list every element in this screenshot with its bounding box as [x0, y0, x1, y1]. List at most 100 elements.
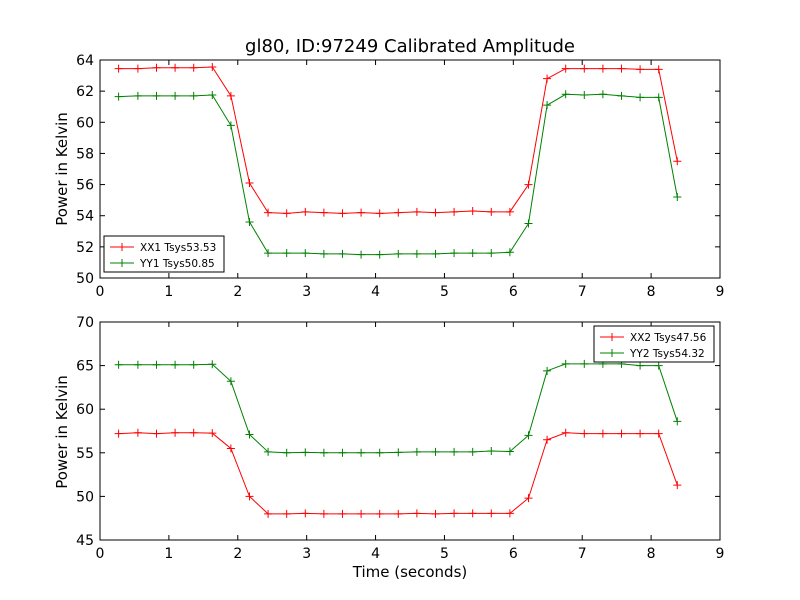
top-data-point — [394, 249, 403, 258]
top-data-point — [282, 249, 291, 258]
top-data-point — [189, 63, 198, 72]
top-x-tick-label: 6 — [509, 284, 518, 300]
top-data-point — [673, 157, 682, 166]
top-y-tick-label: 60 — [76, 115, 94, 131]
top-data-point — [636, 65, 645, 74]
top-data-point — [189, 91, 198, 100]
bottom-data-point — [561, 359, 570, 368]
top-data-point — [468, 207, 477, 216]
top-y-tick-label: 64 — [76, 53, 94, 69]
top-series-line-1 — [118, 66, 678, 214]
bottom-series-line-1 — [118, 432, 678, 515]
bottom-data-point — [245, 492, 254, 501]
bottom-data-point — [245, 430, 254, 439]
bottom-legend-label: YY2 Tsys54.32 — [629, 348, 705, 360]
top-x-tick-label: 9 — [716, 284, 725, 300]
bottom-data-point — [412, 447, 421, 456]
top-data-point — [338, 249, 347, 258]
top-y-axis-label: Power in Kelvin — [53, 112, 71, 226]
bottom-data-point — [189, 428, 198, 437]
top-data-point — [208, 91, 217, 100]
top-data-point — [598, 64, 607, 73]
bottom-data-point — [133, 428, 142, 437]
bottom-data-point — [189, 360, 198, 369]
bottom-x-tick-label: 4 — [371, 546, 380, 562]
bottom-data-point — [114, 429, 123, 438]
bottom-data-point — [133, 360, 142, 369]
top-data-point — [431, 249, 440, 258]
bottom-data-point — [431, 447, 440, 456]
top-y-tick-label: 54 — [76, 209, 94, 225]
top-data-point — [487, 207, 496, 216]
bottom-data-point — [450, 509, 459, 518]
top-data-point — [319, 208, 328, 217]
bottom-data-point — [357, 509, 366, 518]
top-data-point — [673, 193, 682, 202]
bottom-data-point — [152, 429, 161, 438]
top-data-point — [264, 249, 273, 258]
top-data-point — [412, 249, 421, 258]
top-data-point — [654, 65, 663, 74]
top-data-point — [357, 208, 366, 217]
top-y-tick-label: 58 — [76, 146, 94, 162]
top-data-point — [505, 207, 514, 216]
bottom-data-point — [617, 429, 626, 438]
top-legend-label: YY1 Tsys50.85 — [139, 258, 215, 270]
top-y-tick-label: 50 — [76, 271, 94, 287]
bottom-y-tick-label: 50 — [76, 489, 94, 505]
bottom-data-point — [338, 448, 347, 457]
top-data-point — [245, 179, 254, 188]
bottom-data-point — [282, 509, 291, 518]
top-data-point — [208, 63, 217, 72]
bottom-data-point — [431, 509, 440, 518]
top-data-point — [245, 217, 254, 226]
bottom-x-tick-label: 5 — [440, 546, 449, 562]
top-data-point — [226, 121, 235, 130]
top-data-point — [505, 248, 514, 257]
top-data-point — [450, 249, 459, 258]
top-data-point — [133, 91, 142, 100]
bottom-data-point — [673, 417, 682, 426]
bottom-data-point — [375, 509, 384, 518]
top-data-point — [431, 208, 440, 217]
top-data-point — [617, 91, 626, 100]
bottom-x-tick-label: 1 — [164, 546, 173, 562]
bottom-data-point — [208, 360, 217, 369]
top-data-point — [301, 249, 310, 258]
bottom-data-point — [264, 509, 273, 518]
bottom-y-tick-label: 60 — [76, 402, 94, 418]
top-data-point — [654, 93, 663, 102]
bottom-data-point — [636, 429, 645, 438]
bottom-legend-box — [593, 325, 715, 363]
top-legend-label: XX1 Tsys53.53 — [140, 242, 216, 254]
top-x-tick-label: 4 — [371, 284, 380, 300]
bottom-data-point — [654, 361, 663, 370]
bottom-data-point — [543, 435, 552, 444]
top-data-point — [264, 208, 273, 217]
bottom-y-tick-label: 65 — [76, 359, 94, 375]
top-x-tick-label: 7 — [578, 284, 587, 300]
top-data-point — [394, 208, 403, 217]
bottom-data-point — [282, 448, 291, 457]
top-data-point — [524, 219, 533, 228]
bottom-data-point — [654, 429, 663, 438]
top-data-point — [561, 64, 570, 73]
bottom-series-line-2 — [118, 363, 678, 454]
bottom-data-point — [580, 429, 589, 438]
bottom-axes-frame — [99, 321, 721, 541]
bottom-legend-marker — [608, 333, 616, 341]
top-data-point — [598, 90, 607, 99]
top-data-point — [412, 207, 421, 216]
bottom-data-point — [301, 509, 310, 518]
top-data-point — [617, 64, 626, 73]
top-data-point — [636, 93, 645, 102]
bottom-data-point — [375, 448, 384, 457]
bottom-data-point — [673, 481, 682, 490]
bottom-data-point — [264, 447, 273, 456]
top-data-point — [226, 91, 235, 100]
bottom-data-point — [505, 447, 514, 456]
bottom-x-tick-label: 3 — [302, 546, 311, 562]
bottom-data-point — [487, 509, 496, 518]
bottom-data-point — [319, 509, 328, 518]
bottom-y-tick-label: 70 — [76, 315, 94, 331]
